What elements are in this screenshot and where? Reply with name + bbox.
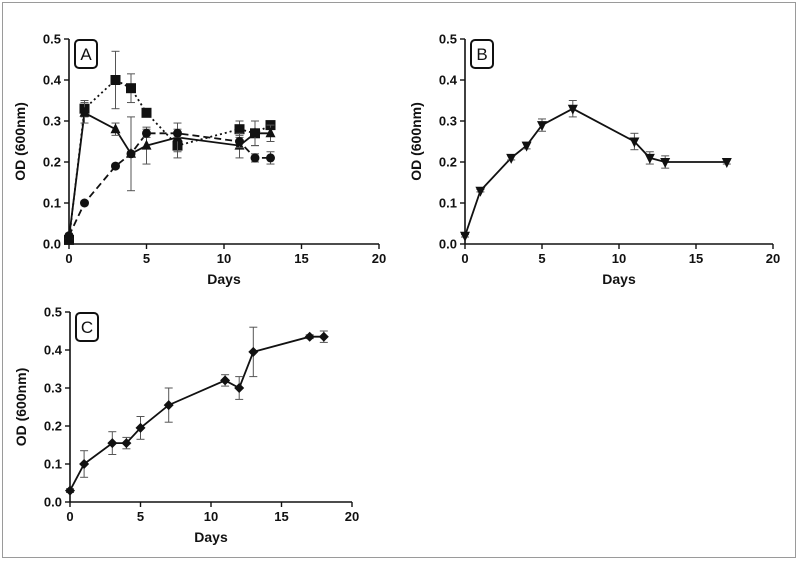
x-tick-label: 10 bbox=[217, 251, 231, 266]
data-point bbox=[506, 153, 517, 164]
data-point bbox=[121, 438, 132, 449]
series-diamond bbox=[65, 326, 329, 496]
y-tick-label: 0.0 bbox=[439, 237, 457, 252]
y-tick-label: 0.5 bbox=[439, 32, 457, 47]
panel-label: A bbox=[80, 45, 92, 64]
data-point bbox=[163, 400, 174, 411]
panel-a: 0 5 10 15 20 0.0 0.1 0.2 0.3 0.4 0.5 Days OD (600nm)… bbox=[12, 32, 386, 288]
series-line bbox=[464, 107, 727, 237]
data-point bbox=[141, 139, 152, 150]
panel-label-box bbox=[74, 39, 98, 69]
y-tick-label: 0.3 bbox=[439, 114, 457, 129]
x-axis-title: Days bbox=[602, 271, 636, 287]
series-square bbox=[64, 50, 276, 245]
data-point bbox=[65, 485, 75, 496]
x-tick-label: 5 bbox=[538, 251, 545, 266]
data-point bbox=[235, 137, 244, 146]
data-point bbox=[475, 186, 486, 197]
data-point bbox=[64, 231, 74, 241]
x-tick-label: 20 bbox=[345, 509, 359, 524]
data-point bbox=[250, 127, 260, 138]
x-tick-label: 10 bbox=[204, 509, 218, 524]
panel-c: 0 5 10 15 20 0.0 0.1 0.2 0.3 0.4 0.5 Days OD (600nm)… bbox=[13, 305, 359, 546]
data-point bbox=[220, 375, 231, 386]
series-circle bbox=[64, 128, 275, 241]
panel-label-box bbox=[470, 39, 494, 69]
data-point bbox=[173, 128, 182, 138]
data-point bbox=[126, 83, 136, 94]
y-tick-label: 0.0 bbox=[44, 495, 62, 510]
data-point bbox=[250, 153, 260, 163]
y-tick-label: 0.4 bbox=[43, 73, 62, 88]
panel-label: B bbox=[476, 45, 487, 64]
data-point bbox=[107, 438, 118, 449]
y-tick-label: 0.0 bbox=[43, 237, 61, 252]
data-point bbox=[644, 153, 655, 164]
panel-label: C bbox=[81, 318, 93, 337]
y-tick-label: 0.2 bbox=[43, 155, 61, 170]
x-tick-label: 20 bbox=[372, 251, 386, 266]
data-point bbox=[141, 107, 152, 118]
data-point bbox=[110, 123, 121, 134]
data-point bbox=[567, 104, 578, 115]
series-line bbox=[69, 335, 324, 492]
x-tick-label: 0 bbox=[461, 251, 468, 266]
data-point bbox=[142, 128, 151, 138]
data-point bbox=[135, 422, 146, 433]
series-line bbox=[68, 78, 271, 241]
y-tick-label: 0.2 bbox=[439, 155, 457, 170]
x-tick-label: 0 bbox=[66, 509, 73, 524]
data-point bbox=[111, 161, 120, 171]
x-tick-label: 5 bbox=[137, 509, 144, 524]
data-point bbox=[234, 124, 245, 135]
y-tick-label: 0.4 bbox=[44, 343, 63, 358]
y-tick-label: 0.5 bbox=[43, 32, 61, 47]
y-tick-label: 0.2 bbox=[44, 419, 62, 434]
y-tick-label: 0.3 bbox=[44, 381, 62, 396]
data-point bbox=[537, 121, 547, 132]
x-axis-title: Days bbox=[207, 271, 241, 287]
data-point bbox=[629, 137, 640, 148]
y-tick-label: 0.1 bbox=[43, 196, 61, 211]
data-point bbox=[80, 198, 89, 208]
x-tick-label: 0 bbox=[65, 251, 72, 266]
y-axis-title: OD (600nm) bbox=[13, 368, 29, 447]
series-triangle bbox=[64, 102, 276, 242]
y-axis-title: OD (600nm) bbox=[408, 102, 424, 181]
data-point bbox=[721, 158, 732, 168]
series-triangle-down bbox=[460, 100, 732, 242]
y-tick-label: 0.4 bbox=[439, 73, 458, 88]
x-tick-label: 5 bbox=[143, 251, 150, 266]
y-axis-title: OD (600nm) bbox=[12, 102, 28, 181]
data-point bbox=[126, 149, 136, 159]
x-tick-label: 20 bbox=[766, 251, 780, 266]
data-point bbox=[318, 331, 329, 342]
y-tick-label: 0.5 bbox=[44, 305, 62, 320]
panel-b: 0 5 10 15 20 0.0 0.1 0.2 0.3 0.4 0.5 Days OD (600nm)… bbox=[408, 32, 780, 288]
data-point bbox=[521, 141, 532, 152]
x-tick-label: 15 bbox=[294, 251, 308, 266]
data-point bbox=[110, 75, 121, 85]
y-tick-label: 0.1 bbox=[439, 196, 457, 211]
y-tick-label: 0.1 bbox=[44, 457, 62, 472]
y-tick-label: 0.3 bbox=[43, 114, 61, 129]
data-point bbox=[266, 153, 275, 163]
data-point bbox=[660, 158, 671, 168]
data-point bbox=[304, 331, 315, 342]
panel-label-box bbox=[75, 312, 99, 342]
data-point bbox=[265, 127, 276, 138]
data-point bbox=[460, 231, 470, 242]
data-point bbox=[79, 459, 90, 469]
data-point bbox=[79, 106, 90, 117]
data-point bbox=[248, 346, 259, 357]
x-tick-label: 15 bbox=[274, 509, 288, 524]
x-tick-label: 10 bbox=[612, 251, 626, 266]
x-tick-label: 15 bbox=[689, 251, 703, 266]
data-point bbox=[234, 383, 245, 393]
x-axis-title: Days bbox=[194, 529, 228, 545]
